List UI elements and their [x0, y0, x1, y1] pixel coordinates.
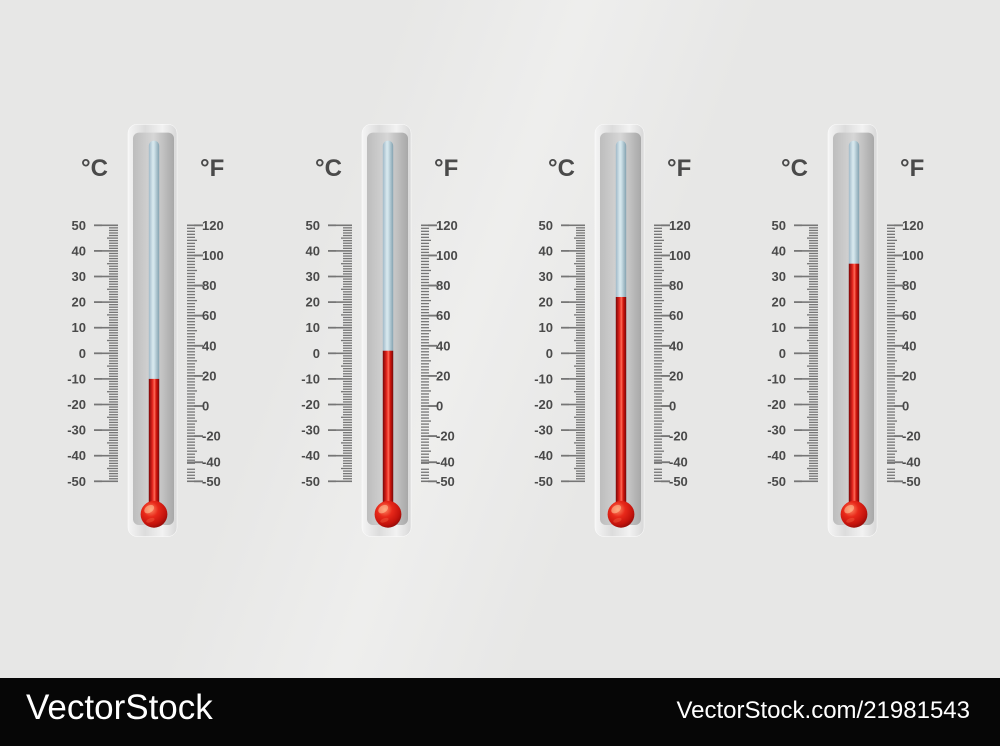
svg-text:40: 40 [772, 243, 786, 258]
svg-text:-10: -10 [767, 371, 786, 386]
svg-text:100: 100 [902, 248, 924, 263]
svg-text:10: 10 [306, 320, 320, 335]
svg-text:10: 10 [72, 320, 86, 335]
svg-text:40: 40 [436, 338, 450, 353]
svg-text:-20: -20 [669, 429, 688, 444]
svg-text:-50: -50 [202, 474, 221, 489]
svg-text:10: 10 [539, 320, 553, 335]
svg-text:50: 50 [772, 218, 786, 233]
svg-text:-20: -20 [902, 429, 921, 444]
svg-text:-40: -40 [202, 455, 221, 470]
svg-text:°F: °F [200, 155, 224, 182]
svg-text:120: 120 [436, 218, 458, 233]
svg-text:40: 40 [306, 243, 320, 258]
svg-text:40: 40 [669, 338, 683, 353]
svg-text:-20: -20 [436, 429, 455, 444]
svg-text:-50: -50 [902, 474, 921, 489]
svg-text:-50: -50 [436, 474, 455, 489]
svg-text:80: 80 [902, 278, 916, 293]
svg-text:-10: -10 [67, 371, 86, 386]
svg-text:120: 120 [202, 218, 224, 233]
svg-text:30: 30 [772, 269, 786, 284]
svg-text:60: 60 [436, 308, 450, 323]
svg-text:40: 40 [902, 338, 916, 353]
svg-text:0: 0 [436, 399, 443, 414]
svg-text:0: 0 [669, 399, 676, 414]
svg-text:10: 10 [772, 320, 786, 335]
svg-text:20: 20 [436, 368, 450, 383]
svg-text:-40: -40 [301, 448, 320, 463]
svg-text:-50: -50 [301, 474, 320, 489]
svg-text:50: 50 [72, 218, 86, 233]
svg-text:°C: °C [315, 155, 342, 182]
svg-text:-50: -50 [669, 474, 688, 489]
svg-text:-30: -30 [67, 423, 86, 438]
svg-text:30: 30 [539, 269, 553, 284]
svg-text:60: 60 [202, 308, 216, 323]
svg-text:°C: °C [81, 155, 108, 182]
svg-text:°F: °F [900, 155, 924, 182]
svg-text:°C: °C [781, 155, 808, 182]
svg-text:-50: -50 [767, 474, 786, 489]
svg-text:°F: °F [434, 155, 458, 182]
svg-text:30: 30 [72, 269, 86, 284]
svg-text:80: 80 [202, 278, 216, 293]
svg-text:100: 100 [436, 248, 458, 263]
svg-text:°F: °F [667, 155, 691, 182]
svg-text:-50: -50 [67, 474, 86, 489]
svg-text:60: 60 [902, 308, 916, 323]
svg-text:20: 20 [902, 368, 916, 383]
svg-text:0: 0 [546, 346, 553, 361]
svg-text:-10: -10 [534, 371, 553, 386]
svg-text:40: 40 [202, 338, 216, 353]
svg-text:50: 50 [539, 218, 553, 233]
svg-text:-40: -40 [767, 448, 786, 463]
svg-text:0: 0 [202, 399, 209, 414]
svg-text:-40: -40 [534, 448, 553, 463]
svg-text:40: 40 [539, 243, 553, 258]
svg-text:120: 120 [902, 218, 924, 233]
svg-text:120: 120 [669, 218, 691, 233]
svg-text:50: 50 [306, 218, 320, 233]
svg-text:20: 20 [539, 295, 553, 310]
svg-text:-20: -20 [67, 397, 86, 412]
svg-text:-20: -20 [301, 397, 320, 412]
svg-text:20: 20 [772, 295, 786, 310]
svg-text:-40: -40 [669, 455, 688, 470]
svg-text:20: 20 [306, 295, 320, 310]
svg-text:-30: -30 [767, 423, 786, 438]
svg-text:20: 20 [72, 295, 86, 310]
svg-text:-30: -30 [534, 423, 553, 438]
svg-text:-20: -20 [202, 429, 221, 444]
svg-text:0: 0 [779, 346, 786, 361]
svg-text:0: 0 [313, 346, 320, 361]
svg-text:20: 20 [669, 368, 683, 383]
svg-text:-40: -40 [67, 448, 86, 463]
svg-text:60: 60 [669, 308, 683, 323]
svg-text:80: 80 [669, 278, 683, 293]
svg-text:-40: -40 [902, 455, 921, 470]
svg-text:-20: -20 [534, 397, 553, 412]
svg-text:30: 30 [306, 269, 320, 284]
svg-text:20: 20 [202, 368, 216, 383]
svg-text:100: 100 [669, 248, 691, 263]
svg-text:-10: -10 [301, 371, 320, 386]
svg-text:0: 0 [902, 399, 909, 414]
svg-text:100: 100 [202, 248, 224, 263]
svg-text:0: 0 [79, 346, 86, 361]
svg-text:°C: °C [548, 155, 575, 182]
svg-text:-50: -50 [534, 474, 553, 489]
svg-text:40: 40 [72, 243, 86, 258]
svg-text:-40: -40 [436, 455, 455, 470]
svg-text:-30: -30 [301, 423, 320, 438]
svg-text:-20: -20 [767, 397, 786, 412]
svg-text:80: 80 [436, 278, 450, 293]
